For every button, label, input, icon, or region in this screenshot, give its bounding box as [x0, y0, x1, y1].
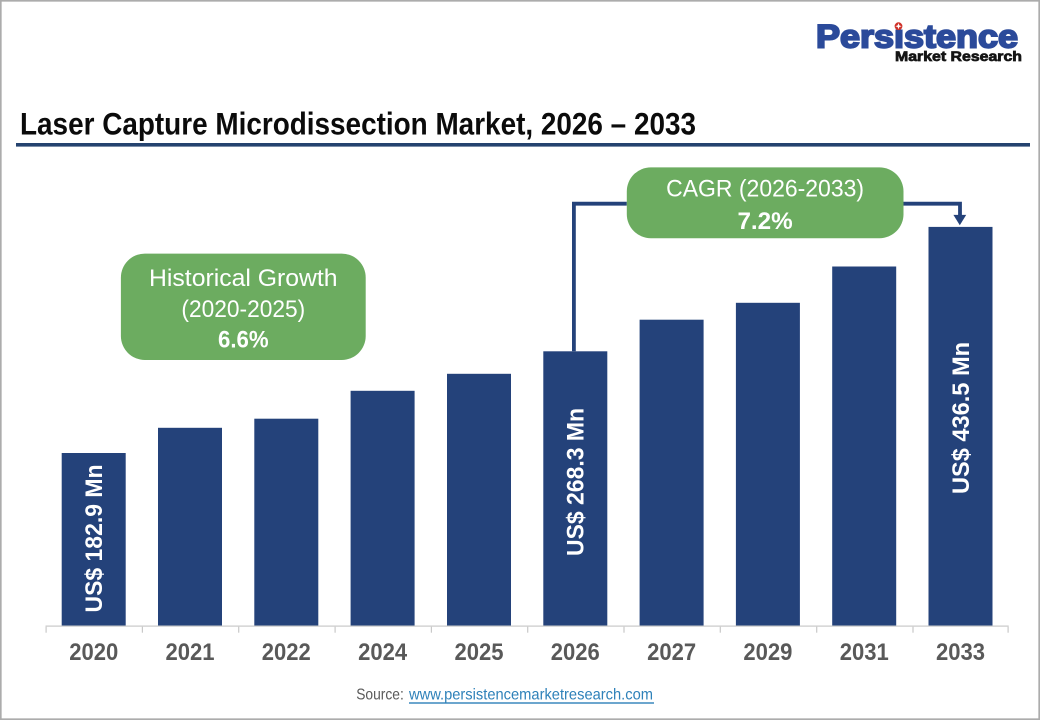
svg-text:Market Research: Market Research: [895, 49, 1022, 64]
svg-text:2021: 2021: [166, 639, 215, 666]
svg-text:2033: 2033: [936, 639, 985, 666]
svg-text:Persıstence: Persıstence: [816, 18, 1018, 54]
svg-text:US$ 268.3 Mn: US$ 268.3 Mn: [563, 408, 590, 556]
svg-text:Laser Capture Microdissection: Laser Capture Microdissection Market, 20…: [20, 106, 696, 142]
svg-text:2027: 2027: [647, 639, 696, 666]
svg-text:US$ 436.5 Mn: US$ 436.5 Mn: [948, 342, 975, 494]
svg-text:CAGR (2026-2033): CAGR (2026-2033): [666, 176, 864, 203]
svg-text:2025: 2025: [455, 639, 504, 666]
svg-text:2024: 2024: [358, 639, 408, 666]
svg-text:2022: 2022: [262, 639, 311, 666]
svg-text:Historical Growth: Historical Growth: [149, 265, 338, 292]
svg-text:(2020-2025): (2020-2025): [181, 296, 305, 323]
svg-text:Source:: Source:: [356, 687, 404, 704]
svg-text:www.persistencemarketresearch.: www.persistencemarketresearch.com: [408, 687, 653, 704]
svg-text:6.6%: 6.6%: [218, 326, 269, 353]
svg-text:2031: 2031: [840, 639, 889, 666]
svg-text:US$ 182.9 Mn: US$ 182.9 Mn: [81, 465, 108, 613]
svg-text:2020: 2020: [69, 639, 118, 666]
svg-text:7.2%: 7.2%: [737, 208, 793, 235]
svg-text:2026: 2026: [551, 639, 600, 666]
svg-text:2029: 2029: [743, 639, 792, 666]
